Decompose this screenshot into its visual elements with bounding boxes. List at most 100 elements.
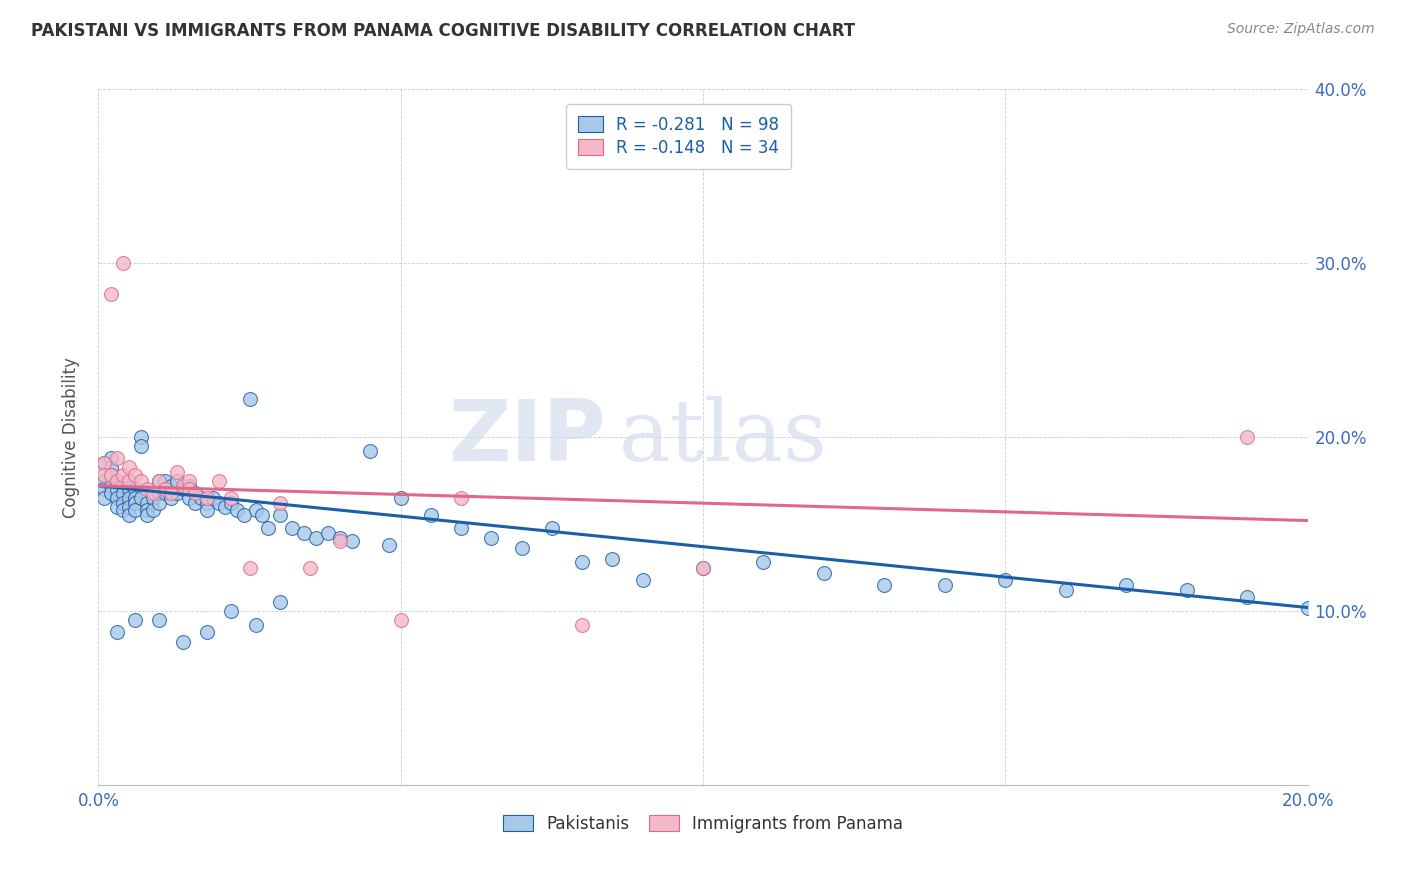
Point — [190, 491, 212, 505]
Point — [221, 496, 243, 510]
Point — [269, 595, 291, 609]
Point — [153, 485, 176, 500]
Point — [813, 566, 835, 580]
Point — [226, 503, 249, 517]
Point — [93, 474, 115, 488]
Point — [1296, 600, 1319, 615]
Point — [873, 578, 896, 592]
Point — [129, 491, 152, 505]
Point — [250, 508, 273, 523]
Point — [118, 482, 141, 496]
Point — [153, 474, 176, 488]
Point — [148, 485, 170, 500]
Point — [105, 491, 128, 505]
Point — [105, 474, 128, 488]
Point — [221, 491, 243, 505]
Point — [118, 491, 141, 505]
Point — [245, 503, 267, 517]
Point — [148, 613, 170, 627]
Point — [100, 479, 122, 493]
Point — [292, 525, 315, 540]
Point — [571, 618, 593, 632]
Point — [184, 485, 207, 500]
Point — [124, 491, 146, 505]
Point — [135, 482, 157, 496]
Point — [100, 461, 122, 475]
Point — [105, 624, 128, 639]
Point — [105, 482, 128, 496]
Point — [1054, 583, 1077, 598]
Text: Source: ZipAtlas.com: Source: ZipAtlas.com — [1227, 22, 1375, 37]
Point — [269, 508, 291, 523]
Point — [111, 485, 134, 500]
Legend: Pakistanis, Immigrants from Panama: Pakistanis, Immigrants from Panama — [496, 808, 910, 839]
Point — [93, 456, 115, 470]
Point — [148, 474, 170, 488]
Point — [135, 508, 157, 523]
Point — [172, 635, 194, 649]
Point — [129, 439, 152, 453]
Point — [342, 534, 364, 549]
Point — [239, 392, 262, 406]
Point — [100, 485, 122, 500]
Point — [179, 482, 201, 496]
Point — [195, 624, 218, 639]
Point — [329, 531, 352, 545]
Point — [105, 450, 128, 465]
Point — [934, 578, 956, 592]
Point — [166, 465, 188, 479]
Point — [752, 555, 775, 569]
Point — [148, 496, 170, 510]
Point — [195, 491, 218, 505]
Point — [389, 613, 412, 627]
Point — [111, 256, 134, 270]
Point — [100, 468, 122, 483]
Point — [239, 560, 262, 574]
Point — [100, 287, 122, 301]
Point — [124, 503, 146, 517]
Point — [208, 496, 231, 510]
Point — [1115, 578, 1137, 592]
Point — [118, 508, 141, 523]
Point — [184, 496, 207, 510]
Point — [135, 496, 157, 510]
Point — [142, 485, 165, 500]
Point — [118, 474, 141, 488]
Point — [214, 500, 236, 514]
Point — [118, 459, 141, 474]
Point — [202, 491, 225, 505]
Point — [100, 468, 122, 483]
Point — [111, 496, 134, 510]
Point — [124, 496, 146, 510]
Point — [129, 430, 152, 444]
Point — [118, 500, 141, 514]
Point — [93, 482, 115, 496]
Point — [420, 508, 443, 523]
Point — [1236, 430, 1258, 444]
Point — [692, 560, 714, 574]
Point — [124, 482, 146, 496]
Point — [195, 503, 218, 517]
Text: atlas: atlas — [619, 395, 828, 479]
Point — [389, 491, 412, 505]
Point — [540, 520, 562, 534]
Point — [118, 474, 141, 488]
Y-axis label: Cognitive Disability: Cognitive Disability — [62, 357, 80, 517]
Point — [510, 541, 533, 556]
Point — [329, 534, 352, 549]
Point — [124, 613, 146, 627]
Point — [142, 503, 165, 517]
Point — [111, 503, 134, 517]
Point — [153, 482, 176, 496]
Point — [129, 474, 152, 488]
Point — [256, 520, 278, 534]
Point — [124, 468, 146, 483]
Point — [245, 618, 267, 632]
Point — [148, 474, 170, 488]
Point — [377, 538, 399, 552]
Point — [481, 531, 503, 545]
Point — [111, 479, 134, 493]
Point — [602, 551, 624, 566]
Point — [100, 450, 122, 465]
Text: ZIP: ZIP — [449, 395, 606, 479]
